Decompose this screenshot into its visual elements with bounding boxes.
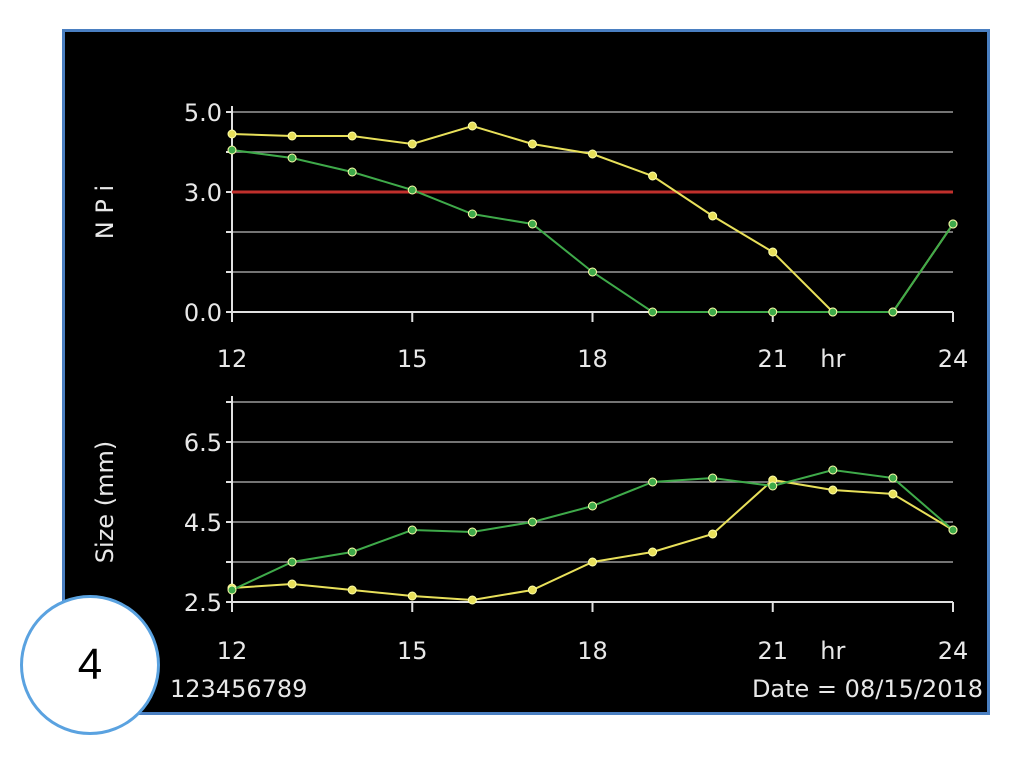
x-unit-label: hr xyxy=(820,345,845,373)
data-point-green xyxy=(588,501,597,511)
data-point-yellow xyxy=(527,585,537,595)
y-tick-label: 5.0 xyxy=(184,99,222,127)
x-tick-label: 18 xyxy=(577,637,608,665)
x-tick-label: 18 xyxy=(577,345,608,373)
data-point-yellow xyxy=(588,149,597,159)
data-point-green xyxy=(407,525,417,535)
y-axis-label: Size (mm) xyxy=(91,441,119,563)
data-point-green xyxy=(768,481,778,491)
y-axis-label: N P i xyxy=(91,185,119,239)
data-point-yellow xyxy=(588,557,597,567)
x-tick-label: 12 xyxy=(217,637,248,665)
data-point-yellow xyxy=(888,489,898,499)
data-point-green xyxy=(227,145,237,155)
x-tick-label: 12 xyxy=(217,345,248,373)
data-point-green xyxy=(527,517,537,527)
data-point-yellow xyxy=(708,211,718,221)
x-tick-label: 24 xyxy=(938,637,969,665)
chart-svg: 0.0 3.0 5.0 12 15 18 21 24 hr N P i 2.5 4.5 6.5 12 15 1… xyxy=(91,99,983,703)
data-point-yellow xyxy=(227,129,237,139)
series-line-yellow xyxy=(231,478,954,602)
data-point-green xyxy=(588,267,597,277)
data-point-green xyxy=(648,477,658,487)
data-point-green xyxy=(407,185,417,195)
figure-number: 4 xyxy=(77,640,103,689)
record-date: Date = 08/15/2018 xyxy=(752,675,983,703)
data-point-green xyxy=(287,153,297,163)
data-point-green xyxy=(708,473,718,483)
data-point-green xyxy=(648,307,658,317)
data-point-yellow xyxy=(287,131,297,141)
data-point-green xyxy=(828,465,838,475)
x-tick-label: 21 xyxy=(757,345,788,373)
x-tick-label: 15 xyxy=(397,637,428,665)
data-point-yellow xyxy=(467,595,477,605)
y-tick-label: 0.0 xyxy=(184,299,222,327)
x-tick-label: 21 xyxy=(757,637,788,665)
data-point-green xyxy=(347,167,357,177)
data-point-yellow xyxy=(648,171,658,181)
x-tick-label: 15 xyxy=(397,345,428,373)
data-point-yellow xyxy=(708,529,718,539)
data-point-green xyxy=(948,525,958,535)
data-point-green xyxy=(888,307,898,317)
data-point-yellow xyxy=(768,247,778,257)
y-tick-label: 3.0 xyxy=(184,179,222,207)
data-point-green xyxy=(347,547,357,557)
data-point-yellow xyxy=(648,547,658,557)
y-tick-label: 6.5 xyxy=(184,429,222,457)
data-point-yellow xyxy=(527,139,537,149)
y-tick-label: 2.5 xyxy=(184,589,222,617)
data-point-green xyxy=(888,473,898,483)
data-point-yellow xyxy=(407,591,417,601)
data-point-green xyxy=(527,219,537,229)
y-tick-label: 4.5 xyxy=(184,509,222,537)
record-id: 123456789 xyxy=(170,675,307,703)
x-unit-label: hr xyxy=(820,637,845,665)
series-line-green xyxy=(231,468,954,591)
figure-number-badge: 4 xyxy=(20,595,160,735)
data-point-green xyxy=(828,307,838,317)
data-point-yellow xyxy=(347,131,357,141)
data-point-green xyxy=(227,585,237,595)
x-tick-label: 24 xyxy=(938,345,969,373)
chart-panel: 0.0 3.0 5.0 12 15 18 21 24 hr N P i 2.5 4.5 6.5 12 15 1… xyxy=(62,29,990,715)
data-point-green xyxy=(948,219,958,229)
data-point-green xyxy=(708,307,718,317)
data-point-green xyxy=(467,527,477,537)
data-point-green xyxy=(467,209,477,219)
data-point-yellow xyxy=(828,485,838,495)
data-point-green xyxy=(768,307,778,317)
series-line-green xyxy=(231,149,954,313)
data-point-yellow xyxy=(407,139,417,149)
data-point-yellow xyxy=(467,121,477,131)
data-point-yellow xyxy=(347,585,357,595)
data-point-yellow xyxy=(287,579,297,589)
data-point-green xyxy=(287,557,297,567)
